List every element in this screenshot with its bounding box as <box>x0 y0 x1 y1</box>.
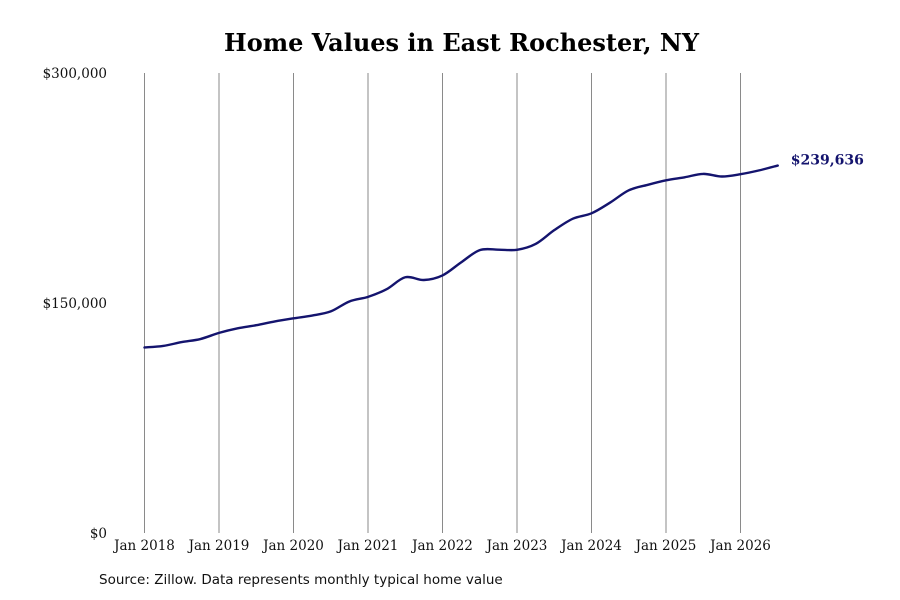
x-axis-tick-labels: Jan 2018 Jan 2019 Jan 2020 Jan 2021 Jan 2022… <box>112 538 771 554</box>
chart-title: Home Values in East Rochester, NY <box>224 28 699 57</box>
source-note: Source: Zillow. Data represents monthly … <box>99 572 503 588</box>
x-tick-label: Jan 2023 <box>485 538 548 554</box>
x-tick-label: Jan 2018 <box>112 538 175 554</box>
x-tick-label: Jan 2026 <box>708 538 771 554</box>
y-axis-tick-labels: $0 $150,000 $300,000 <box>43 66 107 542</box>
x-tick-label: Jan 2025 <box>634 538 697 554</box>
x-tick-label: Jan 2021 <box>336 538 399 554</box>
x-tick-label: Jan 2024 <box>559 538 622 554</box>
x-tick-label: Jan 2019 <box>187 538 250 554</box>
home-value-series-line <box>143 164 779 349</box>
x-tick-label: Jan 2022 <box>410 538 473 554</box>
x-tick-label: Jan 2020 <box>261 538 324 554</box>
y-tick-label: $0 <box>90 526 107 542</box>
vertical-gridlines <box>144 73 741 533</box>
y-tick-label: $150,000 <box>43 296 107 312</box>
y-tick-label: $300,000 <box>43 66 107 82</box>
last-value-label: $239,636 <box>791 153 864 169</box>
